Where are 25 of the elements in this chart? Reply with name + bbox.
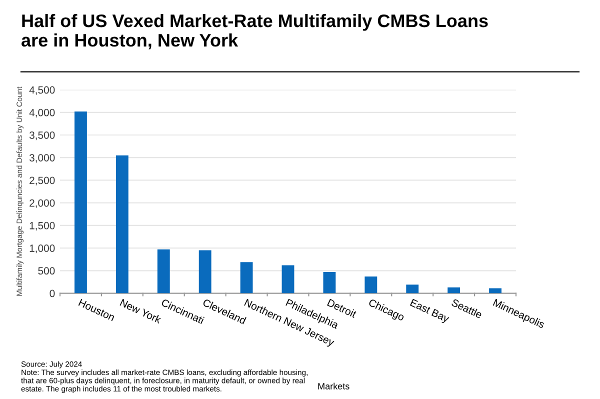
- bar: [406, 284, 419, 294]
- bar: [489, 288, 502, 294]
- bar: [240, 262, 253, 294]
- bar: [74, 111, 87, 294]
- y-tick-label: 2,500: [30, 176, 55, 186]
- y-tick-label: 1,500: [30, 222, 55, 231]
- bar: [448, 287, 460, 294]
- y-tick-label: 2,000: [30, 199, 55, 208]
- y-tick-label: 0: [50, 290, 55, 298]
- bar: [323, 272, 336, 294]
- x-tick-label: East Bay: [409, 298, 450, 325]
- x-axis-title: Markets: [318, 382, 350, 390]
- y-tick-label: 1,000: [30, 244, 55, 254]
- chart-title: Half of US Vexed Market-Rate Multifamily CMBS Loans are in Houston, New York: [22, 14, 488, 50]
- y-tick-label: 500: [38, 267, 55, 275]
- bar: [157, 249, 170, 294]
- y-tick-label: 4,500: [29, 86, 55, 95]
- x-tick-label: New York: [120, 298, 162, 324]
- bar: [364, 276, 378, 294]
- y-tick-label: 3,500: [29, 131, 55, 140]
- y-tick-label: 3,000: [29, 154, 55, 163]
- bar: [116, 155, 128, 294]
- y-tick-label: 4,000: [29, 108, 55, 118]
- bar: [198, 250, 212, 294]
- bar: [282, 265, 294, 294]
